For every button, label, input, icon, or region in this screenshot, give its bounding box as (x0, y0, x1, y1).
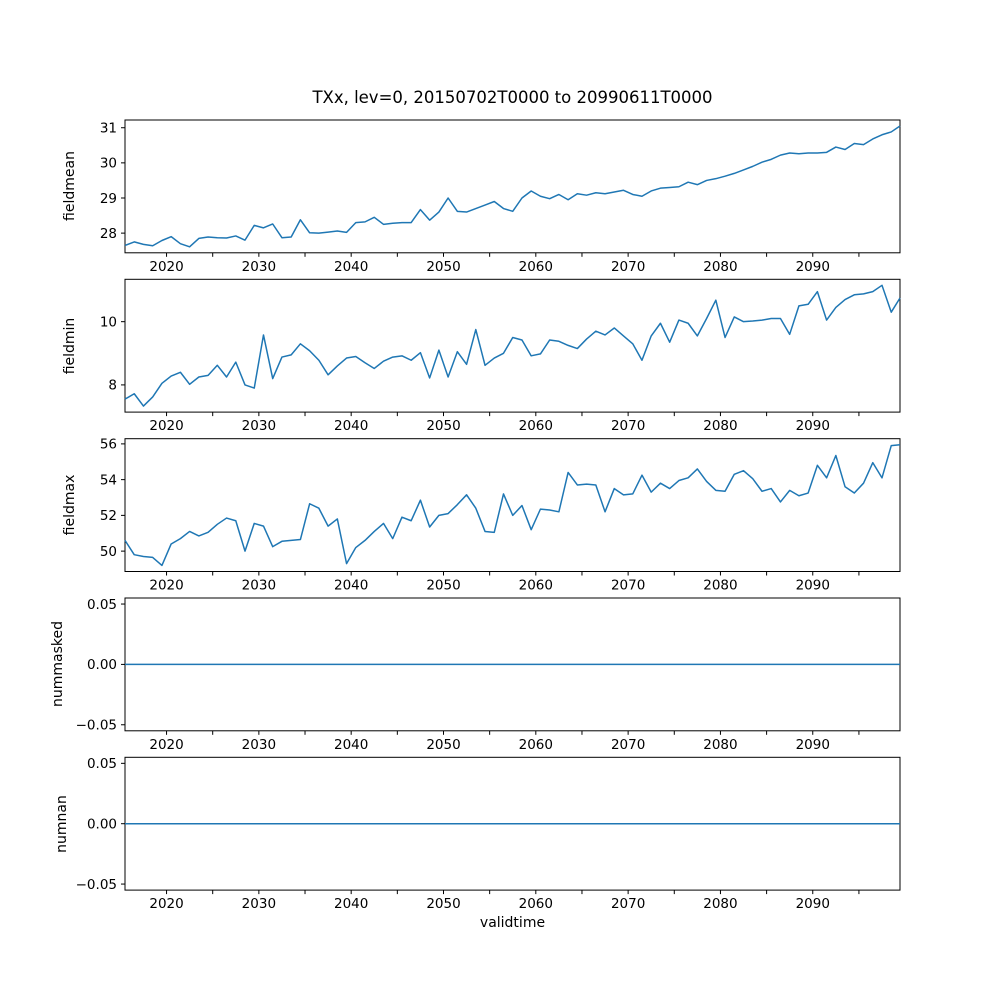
x-tick-label: 2090 (796, 896, 830, 912)
fieldmean-line (124, 125, 901, 248)
x-tick-label: 2060 (519, 578, 553, 594)
y-tick-label: 28 (100, 226, 117, 242)
x-tick-label: 2060 (519, 259, 553, 275)
y-tick-label: 52 (100, 508, 117, 524)
x-tick-label: 2050 (426, 578, 460, 594)
x-tick-label: 2050 (426, 418, 460, 434)
x-tick-label: 2070 (611, 259, 645, 275)
x-tick-label: 2020 (149, 418, 183, 434)
x-tick-label: 2080 (703, 578, 737, 594)
x-tick-label: 2040 (334, 418, 368, 434)
fieldmin-line (124, 284, 901, 407)
y-tick-label: 31 (100, 121, 117, 137)
x-axis-label: validtime (479, 915, 546, 931)
figure-title: TXx, lev=0, 20150702T0000 to 20990611T00… (312, 88, 713, 107)
x-tick-label: 2040 (334, 259, 368, 275)
y-tick-label: 10 (100, 314, 117, 330)
fieldmax-line (124, 444, 901, 567)
y-tick-label: 30 (100, 156, 117, 172)
y-tick-label: 54 (100, 472, 117, 488)
y-tick-label: −0.05 (76, 877, 117, 893)
y-tick-label: 0.05 (87, 597, 117, 613)
x-tick-label: 2060 (519, 896, 553, 912)
x-tick-label: 2080 (703, 259, 737, 275)
x-tick-label: 2050 (426, 259, 460, 275)
y-tick-label: 56 (100, 437, 117, 453)
y-tick-label: 8 (108, 378, 117, 394)
x-tick-label: 2050 (426, 896, 460, 912)
y-tick-label: 29 (100, 191, 117, 207)
x-tick-label: 2090 (796, 737, 830, 753)
x-tick-label: 2050 (426, 737, 460, 753)
x-tick-label: 2090 (796, 259, 830, 275)
y-tick-label: −0.05 (76, 718, 117, 734)
x-tick-label: 2030 (242, 896, 276, 912)
x-tick-label: 2020 (149, 737, 183, 753)
x-tick-label: 2030 (242, 578, 276, 594)
x-tick-label: 2090 (796, 418, 830, 434)
x-tick-label: 2060 (519, 418, 553, 434)
axes-frame-fieldmax (124, 438, 901, 573)
x-tick-label: 2070 (611, 578, 645, 594)
y-tick-label: 0.05 (87, 756, 117, 772)
x-tick-label: 2040 (334, 896, 368, 912)
x-tick-label: 2030 (242, 418, 276, 434)
x-tick-label: 2070 (611, 418, 645, 434)
y-tick-label: 50 (100, 544, 117, 560)
x-tick-label: 2070 (611, 896, 645, 912)
x-tick-label: 2030 (242, 259, 276, 275)
axes-frame-fieldmin (124, 278, 901, 413)
y-tick-label: 0.00 (87, 657, 117, 673)
x-tick-label: 2090 (796, 578, 830, 594)
x-tick-label: 2080 (703, 896, 737, 912)
axes-frame-fieldmean (124, 119, 901, 254)
x-tick-label: 2040 (334, 578, 368, 594)
x-tick-label: 2020 (149, 896, 183, 912)
y-tick-label: 0.00 (87, 817, 117, 833)
x-tick-label: 2080 (703, 737, 737, 753)
x-tick-label: 2020 (149, 259, 183, 275)
x-tick-label: 2060 (519, 737, 553, 753)
x-tick-label: 2070 (611, 737, 645, 753)
x-tick-label: 2030 (242, 737, 276, 753)
x-tick-label: 2020 (149, 578, 183, 594)
x-tick-label: 2080 (703, 418, 737, 434)
x-tick-label: 2040 (334, 737, 368, 753)
